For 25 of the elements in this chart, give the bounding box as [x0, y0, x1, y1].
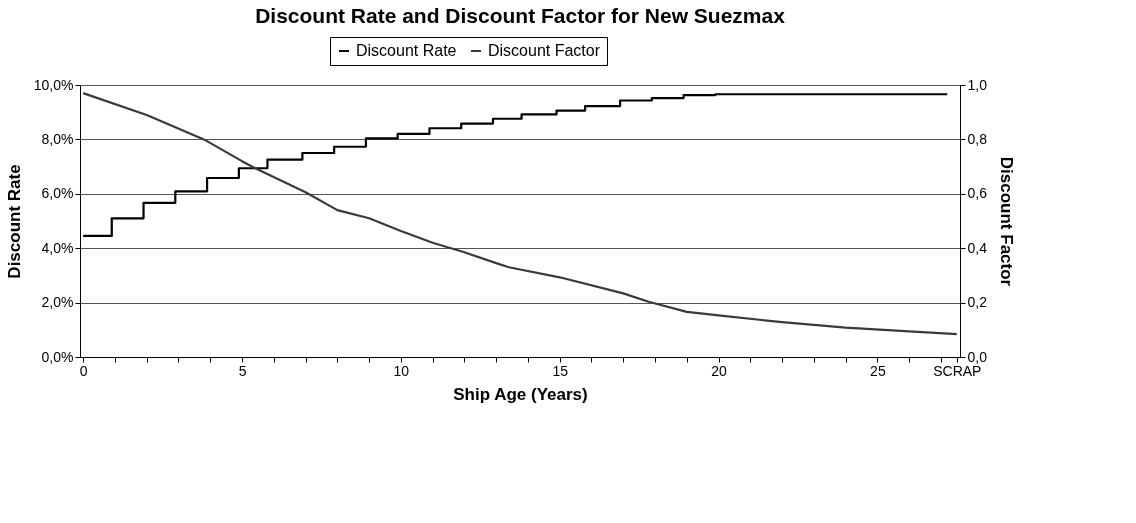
y-tick-label: 6,0% [41, 185, 74, 202]
x-tick-label: 25 [870, 362, 886, 379]
legend-label: Discount Rate [356, 42, 457, 59]
y2-tick-label: 0,0 [967, 348, 988, 365]
y-tick-label: 0,0% [41, 348, 74, 365]
y2-tick-label: 0,8 [967, 130, 988, 147]
y-tick-label: 8,0% [41, 130, 74, 147]
y2-tick-label: 1,0 [967, 76, 988, 93]
x-tick-label: 15 [552, 362, 569, 379]
y2-tick-label: 0,6 [967, 185, 988, 202]
x-tick-label: 10 [393, 362, 410, 379]
x-tick-label: 20 [711, 362, 728, 379]
x-tick-label: 0 [79, 362, 88, 379]
legend-label: Discount Factor [488, 42, 601, 59]
y-tick-label: 2,0% [41, 294, 74, 311]
y2-axis-title: Discount Factor [996, 156, 1016, 287]
y-tick-label: 10,0% [33, 76, 74, 93]
y-tick-label: 4,0% [41, 239, 74, 256]
x-tick-label: 5 [238, 362, 247, 379]
x-axis-title: Ship Age (Years) [453, 384, 588, 404]
chart-title: Discount Rate and Discount Factor for New Suezmax [255, 3, 786, 27]
y2-tick-label: 0,4 [967, 239, 988, 256]
y-axis-title: Discount Rate [4, 164, 24, 279]
y2-tick-label: 0,2 [967, 294, 988, 311]
line-series [82, 92, 958, 336]
